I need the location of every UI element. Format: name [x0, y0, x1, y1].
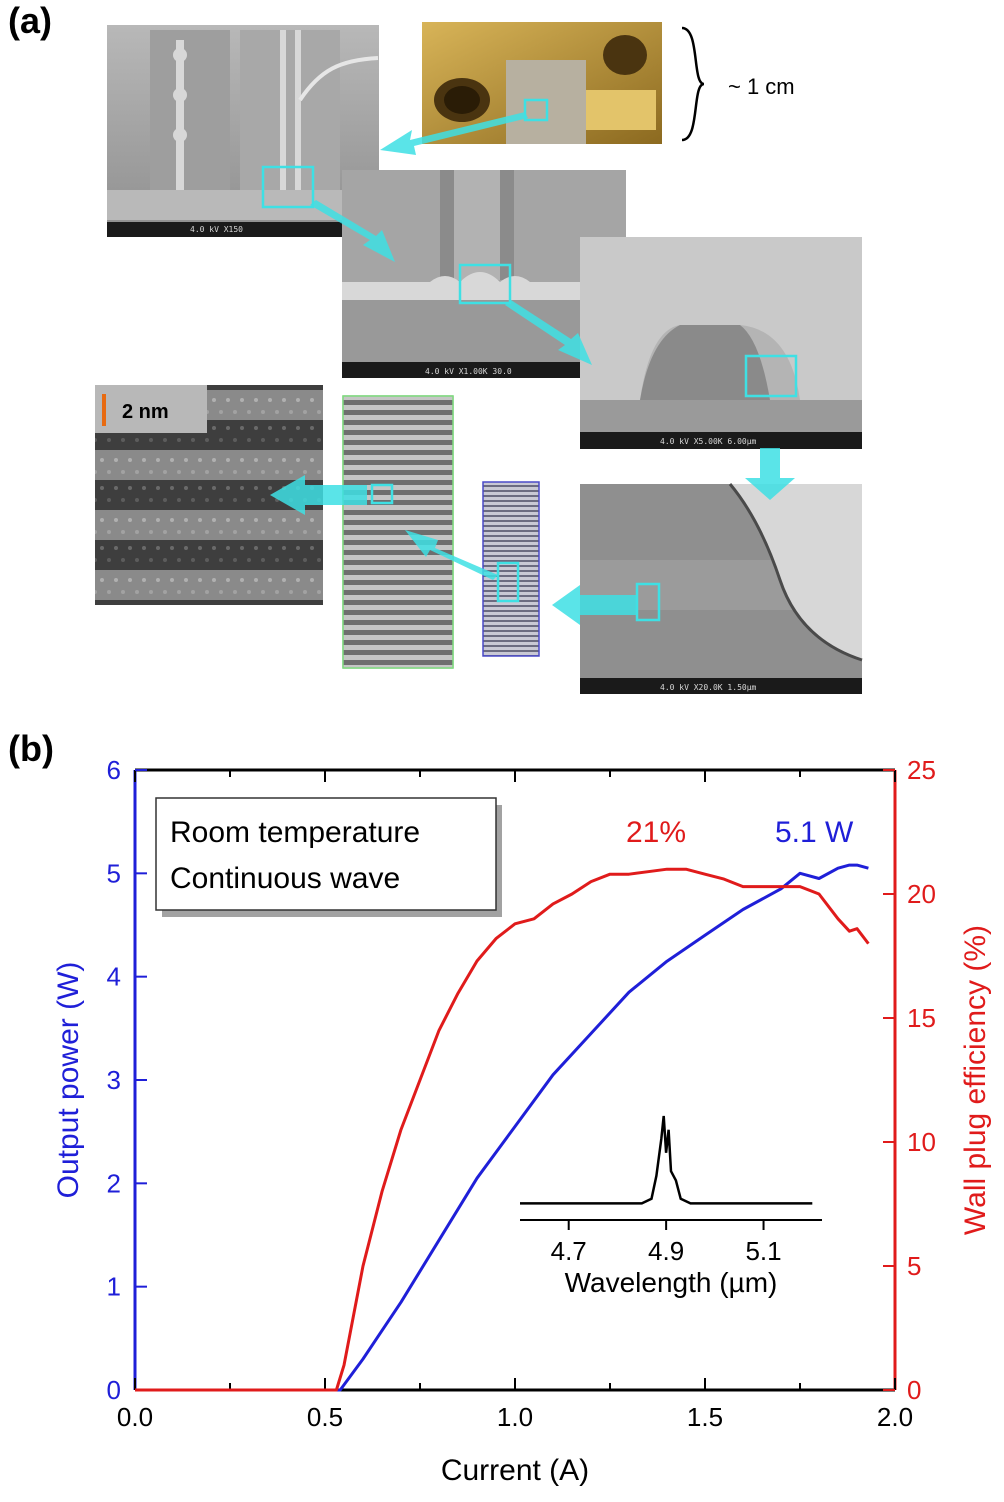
x-tick-label: 1.5	[687, 1402, 723, 1432]
tem-image-active-region	[482, 481, 540, 657]
left-y-tick-label: 5	[107, 858, 121, 888]
legend-line-2: Continuous wave	[170, 862, 400, 895]
x-tick-label: 0.0	[117, 1402, 153, 1432]
right-y-tick-label: 20	[907, 879, 936, 909]
right-y-axis-title: Wall plug efficiency (%)	[959, 925, 992, 1235]
left-y-tick-label: 1	[107, 1272, 121, 1302]
left-y-axis-title: Output power (W)	[52, 962, 85, 1199]
inset-x-axis-title: Wavelength (µm)	[565, 1267, 778, 1298]
x-tick-label: 0.5	[307, 1402, 343, 1432]
inset-x-tick-label: 5.1	[745, 1236, 781, 1266]
efficiency-peak-annotation: 21%	[626, 816, 686, 849]
size-brace	[681, 26, 705, 142]
left-y-tick-label: 6	[107, 755, 121, 785]
x-axis-title: Current (A)	[441, 1454, 589, 1487]
sem-caption-4: 4.0 kV X20.0K 1.50µm	[660, 683, 757, 692]
left-y-tick-label: 2	[107, 1168, 121, 1198]
right-y-tick-label: 0	[907, 1375, 921, 1405]
left-y-tick-label: 3	[107, 1065, 121, 1095]
inset-x-tick-label: 4.7	[551, 1236, 587, 1266]
inset-x-tick-label: 4.9	[648, 1236, 684, 1266]
sem-image-facet-edge: 4.0 kV X20.0K 1.50µm	[580, 483, 863, 694]
panel-a-label: (a)	[8, 0, 52, 41]
highlight-boxes	[261, 165, 798, 622]
x-tick-label: 2.0	[877, 1402, 913, 1432]
sem-image-ridge-closeup: 4.0 kV X5.00K 6.00µm	[580, 237, 862, 449]
zoom-arrows	[270, 112, 795, 625]
output-power-line	[135, 863, 869, 1392]
left-y-tick-label: 4	[107, 962, 121, 992]
scale-bar-label: 2 nm	[122, 401, 169, 423]
inset-spectrum-line	[520, 1115, 813, 1205]
sem-caption-1: 4.0 kV X150	[190, 225, 243, 234]
right-y-tick-label: 10	[907, 1127, 936, 1157]
size-annotation: ~ 1 cm	[728, 74, 795, 99]
scale-bar	[102, 394, 106, 426]
sem-caption-3: 4.0 kV X5.00K 6.00µm	[660, 437, 757, 446]
tem-image-layers	[342, 395, 454, 669]
photo-laser-mount	[422, 22, 662, 144]
right-y-tick-label: 25	[907, 755, 936, 785]
legend: Room temperature Continuous wave	[155, 797, 502, 917]
panel-b-label: (b)	[8, 728, 54, 769]
sem-caption-2: 4.0 kV X1.00K 30.0	[425, 367, 512, 376]
right-y-tick-label: 5	[907, 1251, 921, 1281]
legend-line-1: Room temperature	[170, 816, 420, 849]
left-y-tick-label: 0	[107, 1375, 121, 1405]
right-y-tick-label: 15	[907, 1003, 936, 1033]
highlight-box-photo	[523, 98, 549, 122]
power-peak-annotation: 5.1 W	[775, 816, 854, 849]
panel-a-figure: 4.0 kV X150 ~ 1 cm 4.0 kV X1.00K 30.0 4.…	[95, 22, 863, 694]
x-tick-label: 1.0	[497, 1402, 533, 1432]
sem-image-ridges-overview: 4.0 kV X150	[107, 25, 379, 237]
series-layer	[135, 863, 870, 1392]
wall-plug-efficiency-line	[135, 867, 870, 1392]
